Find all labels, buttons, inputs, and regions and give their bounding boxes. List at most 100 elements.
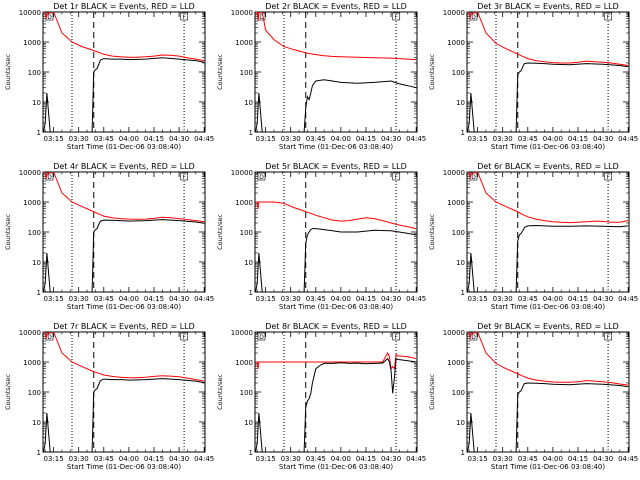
plot-frame [42,331,206,453]
y-tick-label: 10 [244,419,253,427]
series-events-line [43,378,205,452]
y-tick-label: 1 [37,289,41,297]
series-group [43,12,205,132]
y-tick-label: 100 [452,229,465,237]
panel-det-2: Det 2r BLACK = Events, RED = LLD 1 10 100 10… [216,2,426,151]
y-tick-label: 10000 [443,169,465,177]
plot-frame [254,171,418,293]
box-label-d: D [47,334,52,341]
x-tick-label: 04:30 [593,135,613,143]
box-label-frame [392,12,401,21]
y-tick-label: 100 [28,229,41,237]
box-label-f: F [395,334,399,341]
box-label-f: F [607,174,611,181]
x-tick-label: 04:15 [144,455,164,463]
y-tick-label: 100 [452,389,465,397]
panel-det-1: Det 1r BLACK = Events, RED = LLD 1 10 100 10… [4,2,214,151]
x-tick-label: 03:30 [281,135,301,143]
box-label-f: F [395,174,399,181]
x-axis-label: Start Time (01-Dec-06 03:08:40) [491,463,605,471]
plot-frame [42,171,206,293]
box-label-d: D [259,174,264,181]
box-label-d: D [471,174,476,181]
x-tick-label: 03:15 [255,295,275,303]
y-tick-label: 1000 [23,359,41,367]
y-tick-label: 1 [461,129,465,137]
x-tick-label: 04:00 [543,295,563,303]
series-lld-line [255,351,417,370]
x-tick-label: 03:30 [69,135,89,143]
x-tick-label: 04:45 [194,295,214,303]
y-tick-label: 10000 [19,329,41,337]
x-tick-label: 04:30 [381,455,401,463]
x-tick-label: 04:15 [568,455,588,463]
series-group [43,172,205,292]
y-axis-label: Counts/sec [4,214,12,250]
y-axis-label: Counts/sec [216,54,224,90]
y-tick-label: 10 [244,259,253,267]
panel-det-5: Det 5r BLACK = Events, RED = LLD 1 10 100 10… [216,162,426,311]
y-tick-label: 10000 [231,329,253,337]
y-tick-label: 10 [32,419,41,427]
y-tick-label: 10000 [443,329,465,337]
series-events-line [467,382,629,452]
series-events-line [255,79,417,132]
box-label-d: D [471,14,476,21]
series-events-line [255,357,417,452]
x-tick-label: 04:15 [568,135,588,143]
y-tick-label: 1000 [235,359,253,367]
box-label-d: D [259,334,264,341]
x-tick-label: 03:15 [467,135,487,143]
box-label-frame [604,172,613,181]
y-tick-label: 1000 [447,199,465,207]
x-tick-label: 04:30 [169,135,189,143]
y-tick-label: 100 [240,229,253,237]
box-label-d: D [47,174,52,181]
x-tick-label: 03:45 [518,455,538,463]
y-tick-label: 100 [28,389,41,397]
x-tick-label: 04:15 [356,295,376,303]
x-tick-label: 03:30 [281,295,301,303]
panel-title: Det 9r BLACK = Events, RED = LLD [477,322,619,331]
x-tick-label: 04:00 [119,295,139,303]
y-tick-label: 10 [456,99,465,107]
series-lld-line [467,172,629,224]
y-axis-label: Counts/sec [216,374,224,410]
x-tick-label: 03:45 [306,135,326,143]
box-label-frame [180,172,189,181]
x-tick-label: 03:15 [43,455,63,463]
y-tick-label: 10000 [231,169,253,177]
box-label-f: F [183,334,187,341]
y-tick-label: 10 [244,99,253,107]
y-tick-label: 10 [32,99,41,107]
box-label-f: F [395,14,399,21]
box-label-frame [257,172,266,181]
y-tick-label: 1000 [23,199,41,207]
series-events-line [43,219,205,292]
y-axis-label: Counts/sec [428,214,436,250]
x-axis-label: Start Time (01-Dec-06 03:08:40) [491,303,605,311]
series-lld-line [43,332,205,382]
series-events-line [467,62,629,132]
box-label-d: D [47,14,52,21]
box-label-f: F [607,14,611,21]
x-tick-label: 04:00 [119,455,139,463]
y-axis-label: Counts/sec [428,54,436,90]
series-group [255,351,417,452]
series-group [255,201,417,292]
plot-frame [466,171,630,293]
x-tick-label: 03:45 [306,295,326,303]
box-label-frame [180,12,189,21]
panel-title: Det 8r BLACK = Events, RED = LLD [265,322,407,331]
panel-det-6: Det 6r BLACK = Events, RED = LLD 1 10 100 10… [428,162,638,311]
panel-det-7: Det 7r BLACK = Events, RED = LLD 1 10 100 10… [4,322,214,471]
panel-title: Det 6r BLACK = Events, RED = LLD [477,162,619,171]
y-tick-label: 10000 [231,9,253,17]
series-lld-line [255,12,417,61]
series-lld-line [43,12,205,62]
series-group [43,332,205,452]
y-tick-label: 100 [240,389,253,397]
y-axis-label: Counts/sec [216,214,224,250]
series-lld-line [467,332,629,386]
